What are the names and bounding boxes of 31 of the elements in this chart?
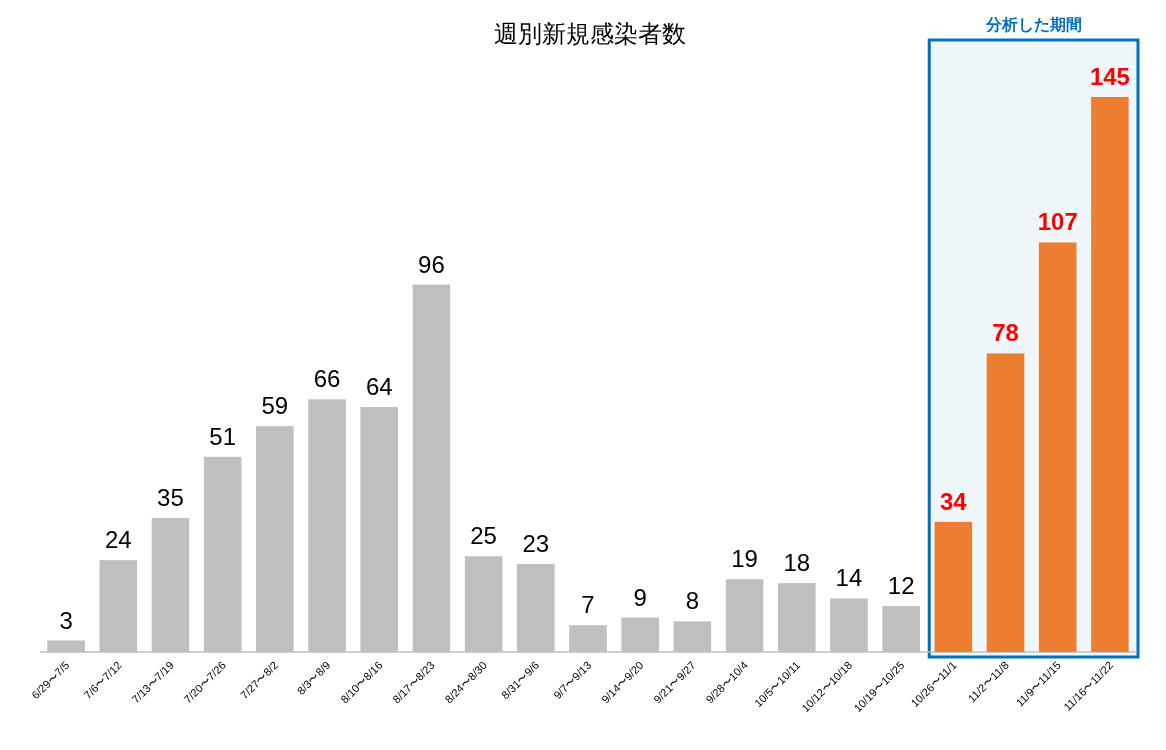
data-label: 107: [1037, 208, 1078, 236]
band-label: 分析した期間: [984, 16, 1082, 33]
data-label: 145: [1089, 63, 1130, 90]
data-label: 12: [887, 572, 915, 600]
data-label: 14: [835, 564, 863, 592]
data-label: 78: [992, 319, 1019, 347]
data-label: 7: [581, 591, 595, 619]
bar: [1091, 97, 1129, 652]
data-label: 18: [783, 549, 811, 577]
data-label: 96: [418, 250, 445, 278]
bar: [1038, 242, 1077, 652]
data-label: 19: [731, 545, 758, 573]
data-label: 8: [685, 587, 700, 615]
bar: [934, 521, 973, 652]
data-label: 23: [522, 529, 550, 557]
data-label: 35: [157, 484, 184, 512]
x-tick-label: 9/7〜9/13: [551, 658, 594, 702]
x-tick-label: 8/3〜8/9: [294, 658, 333, 697]
chart-title: 週別新規感染者数: [494, 20, 686, 47]
data-label: 64: [365, 373, 393, 401]
data-label: 25: [470, 522, 497, 550]
bar: [986, 353, 1025, 652]
data-label: 34: [939, 487, 968, 515]
x-tick-label: 9/14〜9/20: [599, 658, 646, 706]
data-label: 24: [104, 526, 132, 554]
data-label: 9: [633, 583, 647, 611]
data-label: 66: [313, 365, 341, 393]
x-tick-label: 7/27〜8/2: [238, 658, 281, 702]
data-label: 59: [261, 392, 289, 420]
data-label: 51: [209, 422, 237, 450]
data-label: 3: [59, 606, 73, 634]
